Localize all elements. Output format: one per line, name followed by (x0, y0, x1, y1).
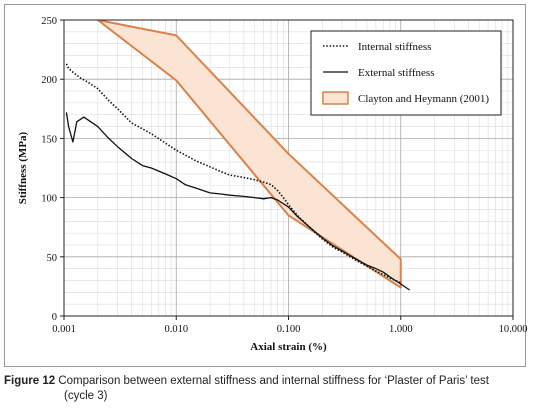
legend-label-band: Clayton and Heymann (2001) (358, 93, 489, 105)
x-tick-label: 0.001 (52, 324, 76, 335)
y-tick-label: 250 (41, 16, 57, 27)
x-axis-title: Axial strain (%) (250, 341, 327, 353)
y-tick-label: 200 (41, 75, 57, 86)
y-tick-label: 50 (47, 253, 58, 264)
x-tick-label: 0.010 (164, 324, 188, 335)
stiffness-chart: 0.001 0.010 0.100 1.000 10.000 0 50 100 150 200 25… (17, 16, 528, 353)
series-external-stiffness (65, 112, 410, 291)
y-tick-label: 150 (41, 134, 57, 145)
y-tick-label: 100 (41, 194, 57, 205)
y-axis-title: Stiffness (MPa) (17, 131, 29, 204)
figure-caption: Figure 12 Comparison between external st… (4, 374, 530, 404)
caption-figure-label: Figure 12 (4, 375, 56, 387)
legend-label-external: External stiffness (358, 67, 434, 79)
caption-text-line2: (cycle 3) (64, 390, 108, 402)
legend-swatch-band (322, 91, 349, 105)
legend-label-internal: Internal stiffness (358, 41, 431, 53)
y-tick-label: 0 (52, 312, 57, 323)
series-internal-stiffness (65, 63, 402, 284)
x-tick-label: 1.000 (389, 324, 413, 335)
caption-text-line1: Comparison between external stiffness an… (58, 375, 489, 387)
x-tick-label: 10.000 (499, 324, 528, 335)
band-clayton-heymann (96, 20, 402, 289)
x-tick-label: 0.100 (277, 324, 301, 335)
